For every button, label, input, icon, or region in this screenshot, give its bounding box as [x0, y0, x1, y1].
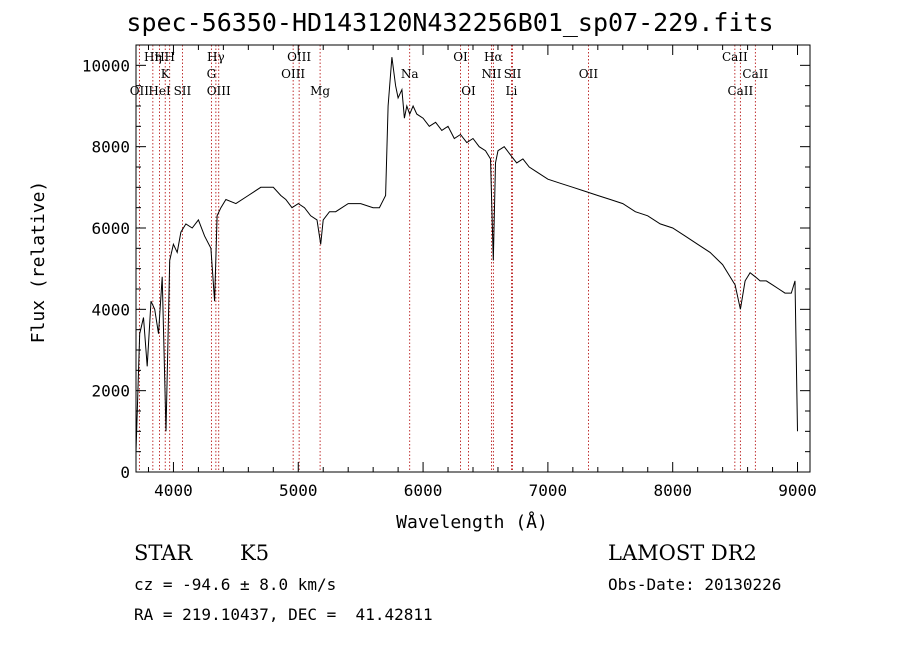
line-marker-label: H [154, 50, 164, 64]
line-marker-label: Mg [310, 84, 330, 98]
line-marker-label: SII [174, 84, 192, 98]
line-marker-label: Li [506, 84, 518, 98]
x-axis-label: Wavelength (Å) [396, 511, 548, 533]
line-marker-label: OI [453, 50, 468, 64]
line-marker-label: OIII [287, 50, 311, 64]
y-axis-label: Flux (relative) [28, 181, 49, 344]
line-marker-label: OIII [281, 67, 305, 81]
subclass: K5 [240, 541, 270, 565]
x-tick-label: 7000 [529, 481, 568, 500]
line-marker-label: SII [504, 67, 522, 81]
y-tick-label: 2000 [91, 382, 130, 401]
line-marker-label: K [161, 67, 171, 81]
line-marker-label: G [207, 67, 217, 81]
plot-border [135, 44, 811, 473]
line-marker-label: Hη [144, 50, 162, 64]
line-marker-label: OIII [207, 84, 231, 98]
data-release: LAMOST DR2 [608, 541, 757, 565]
x-tick-label: 4000 [154, 481, 193, 500]
object-class: STAR [134, 541, 193, 565]
line-marker-label: Hγ [207, 50, 225, 64]
y-tick-label: 8000 [91, 138, 130, 157]
line-marker-label: CaII [722, 50, 748, 64]
obs-date: Obs-Date: 20130226 [608, 575, 782, 594]
plot-frame [135, 44, 811, 473]
line-marker-label: HeI [148, 84, 171, 98]
y-tick-label: 6000 [91, 219, 130, 238]
x-tick-label: 8000 [653, 481, 692, 500]
x-tick-label: 5000 [279, 481, 318, 500]
line-marker-label: NII [481, 67, 501, 81]
y-tick-label: 0 [120, 463, 130, 482]
line-marker-label: CaII [742, 67, 768, 81]
coordinates: RA = 219.10437, DEC = 41.42811 [134, 605, 433, 624]
x-tick-label: 6000 [404, 481, 443, 500]
line-marker-label: OI [461, 84, 476, 98]
y-tick-label: 4000 [91, 300, 130, 319]
redshift-text: cz = -94.6 ± 8.0 km/s [134, 575, 337, 594]
x-tick-label: 9000 [778, 481, 817, 500]
line-marker-label: Na [401, 67, 419, 81]
line-marker-label: CaII [727, 84, 753, 98]
line-marker-label: H [164, 50, 174, 64]
spectrum-line [135, 57, 798, 452]
line-marker-label: Hα [484, 50, 503, 64]
line-marker-label: OII [579, 67, 599, 81]
line-marker-group [138, 45, 756, 472]
line-marker-label: OII [130, 84, 150, 98]
chart-title: spec-56350-HD143120N432256B01_sp07-229.f… [126, 8, 774, 37]
y-tick-label: 10000 [82, 56, 130, 75]
axis-ticks: 4000 5000 6000 7000 8000 9000 0 2000 4000 6000 800… [82, 45, 817, 500]
